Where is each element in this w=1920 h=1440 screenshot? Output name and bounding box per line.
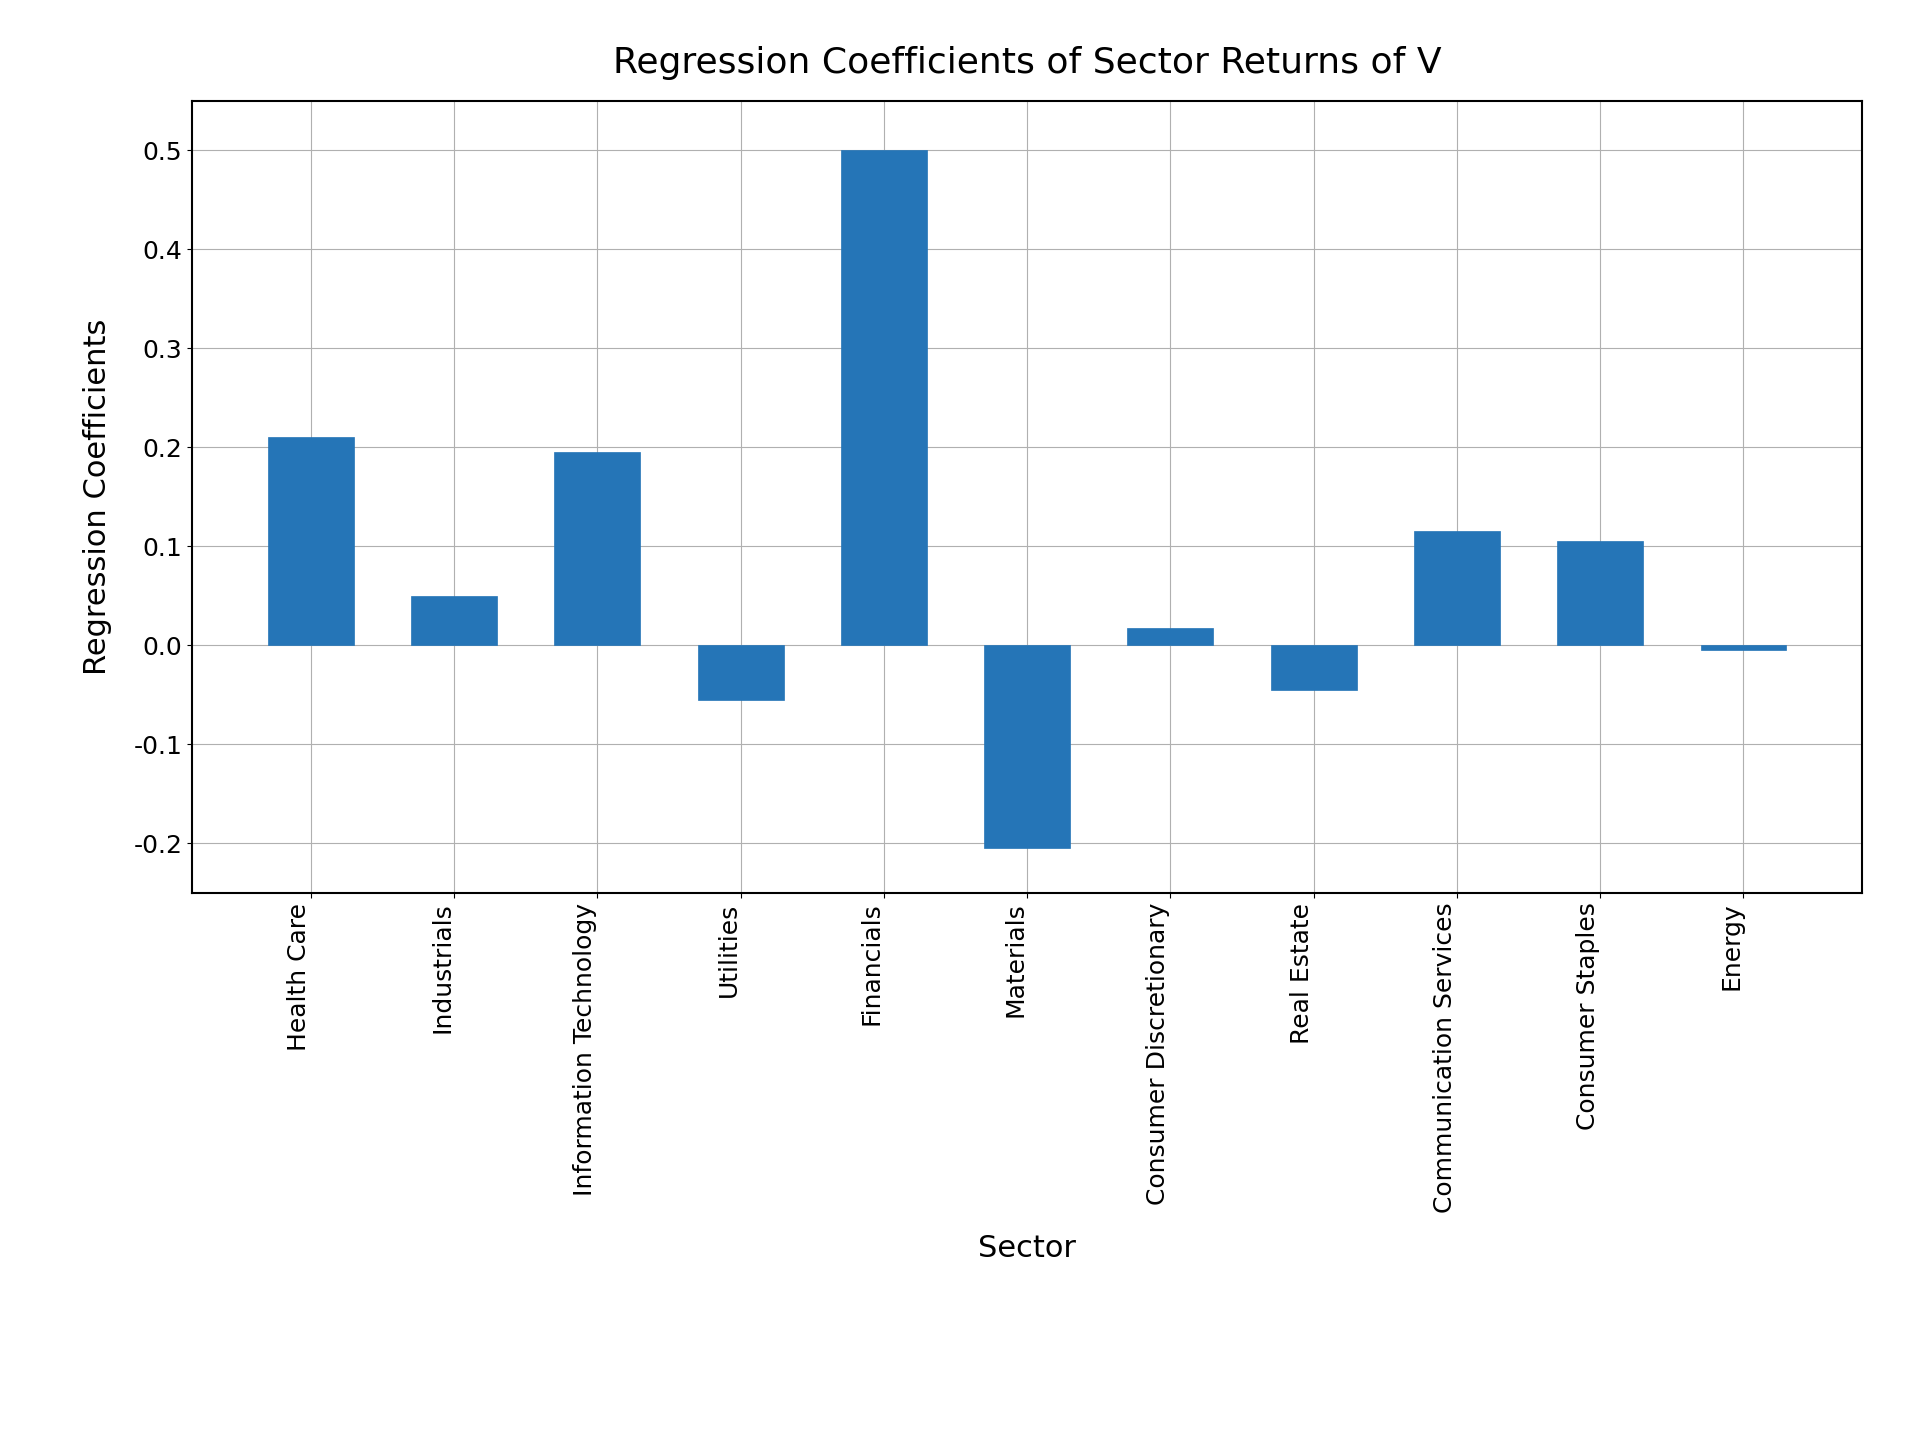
Bar — [269, 438, 353, 645]
Bar — [555, 452, 641, 645]
X-axis label: Sector: Sector — [977, 1234, 1077, 1263]
Bar — [1127, 628, 1213, 645]
Bar — [1271, 645, 1357, 690]
Title: Regression Coefficients of Sector Returns of V: Regression Coefficients of Sector Return… — [612, 46, 1442, 81]
Bar — [1557, 541, 1644, 645]
Bar — [411, 596, 497, 645]
Bar — [697, 645, 783, 700]
Bar — [1413, 531, 1500, 645]
Bar — [985, 645, 1069, 848]
Bar — [841, 150, 927, 645]
Y-axis label: Regression Coefficients: Regression Coefficients — [83, 318, 113, 675]
Bar — [1701, 645, 1786, 651]
